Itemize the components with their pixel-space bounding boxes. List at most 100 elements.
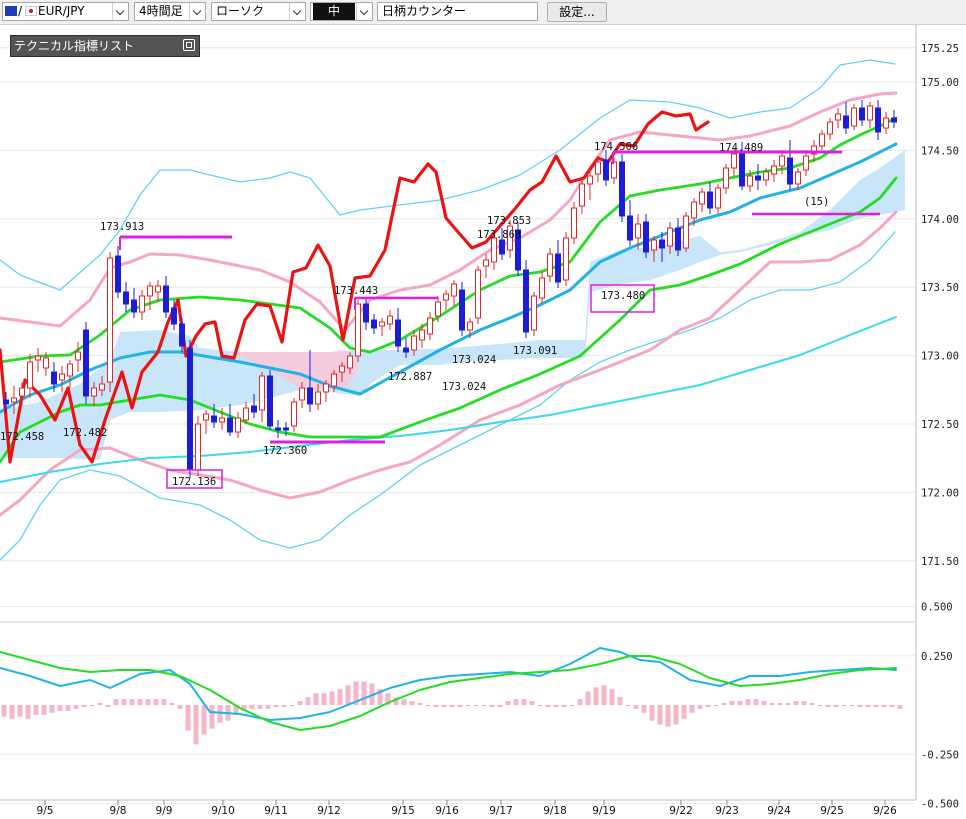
macd-histogram-bar [769, 703, 775, 705]
candle-body [699, 191, 705, 205]
macd-signal-line [0, 651, 897, 731]
macd-histogram-bar [1, 705, 7, 717]
candle-body [475, 269, 481, 319]
chevron-down-icon[interactable] [189, 3, 205, 20]
price-annotation: 173.853 [487, 215, 531, 227]
price-annotation: 173.443 [334, 285, 378, 297]
candle-body [187, 347, 193, 471]
price-annotation: 174.489 [719, 142, 763, 154]
macd-histogram-bar [97, 703, 103, 705]
symbol-separator: / [18, 4, 23, 18]
candle-body [587, 175, 593, 185]
candle-body [427, 317, 433, 335]
chart-toolbar: / EUR/JPY 4時間足 ローソク 中 日柄カウンター 設定... [0, 0, 966, 25]
candle-body [667, 227, 673, 247]
candle-body [819, 133, 825, 147]
candle-body [771, 165, 777, 175]
long-term-ma [0, 316, 897, 483]
timeframe-select[interactable]: 4時間足 [134, 2, 206, 21]
candle-body [203, 413, 209, 421]
date-tick-label: 9/26 [873, 805, 897, 817]
panel-title: テクニカル指標リスト [14, 39, 135, 53]
candle-body [811, 145, 817, 155]
line-width-label: 中 [313, 3, 355, 20]
candle-body [459, 289, 465, 331]
macd-histogram-bar [609, 689, 615, 705]
macd-histogram-bar [841, 705, 847, 706]
price-annotation: 173.024 [452, 354, 496, 366]
macd-histogram-bar [129, 699, 135, 705]
macd-histogram-bar [185, 705, 191, 731]
candle-body [251, 405, 257, 413]
macd-histogram-bar [273, 705, 279, 707]
candle-body [779, 155, 785, 167]
price-annotation: 172.458 [0, 431, 44, 443]
macd-tick-label: -0.250 [921, 749, 959, 761]
candle-body [555, 253, 561, 283]
candle-body [747, 175, 753, 187]
macd-histogram-bar [201, 705, 207, 735]
candle-body [75, 351, 81, 361]
macd-histogram-bar [313, 693, 319, 705]
candle-body [227, 417, 233, 433]
restore-icon[interactable] [183, 39, 195, 51]
counter-select[interactable]: 日柄カウンター [377, 2, 538, 21]
candle-body [331, 373, 337, 387]
bollinger-upper-1 [0, 91, 898, 332]
macd-histogram-bar [897, 705, 903, 709]
candle-body [611, 161, 617, 179]
macd-histogram-bar [33, 705, 39, 715]
candle-body [19, 387, 25, 397]
bollinger-lower-2 [0, 231, 896, 561]
macd-histogram-bar [857, 705, 863, 707]
macd-histogram-bar [889, 705, 895, 707]
chevron-down-icon[interactable] [356, 3, 372, 20]
date-tick-label: 9/18 [543, 805, 567, 817]
macd-histogram-bar [217, 705, 223, 723]
candle-body [347, 355, 353, 369]
macd-histogram-bar [601, 685, 607, 705]
macd-histogram-bar [137, 699, 143, 705]
macd-histogram-bar [649, 705, 655, 721]
candle-body [707, 191, 713, 209]
candle-body [115, 255, 121, 293]
macd-histogram-bar [25, 705, 31, 719]
candle-body [147, 285, 153, 297]
settings-button[interactable]: 設定... [547, 2, 607, 22]
candle-body [643, 221, 649, 253]
chevron-down-icon[interactable] [289, 3, 305, 20]
macd-histogram-bar [289, 705, 295, 706]
candle-body [403, 347, 409, 353]
candle-body [259, 375, 265, 411]
counter-annotation: (15) [804, 196, 829, 208]
macd-histogram-bar [881, 705, 887, 707]
macd-histogram-bar [81, 705, 87, 707]
date-tick-label: 9/5 [37, 805, 54, 817]
line-width-select[interactable]: 中 [310, 2, 373, 21]
chart-type-select[interactable]: ローソク [211, 2, 306, 21]
candle-body [355, 303, 361, 357]
price-tick-label: 175.25 [921, 43, 959, 55]
date-tick-label: 9/25 [820, 805, 844, 817]
candle-body [675, 227, 681, 251]
candle-body [171, 307, 177, 325]
macd-histogram-bar [697, 705, 703, 709]
candle-body [507, 225, 513, 251]
indicator-list-panel[interactable]: テクニカル指標リスト [10, 35, 200, 57]
macd-histogram-bar [545, 705, 551, 707]
macd-histogram-bar [761, 701, 767, 705]
symbol-select[interactable]: / EUR/JPY [2, 2, 129, 21]
chevron-down-icon[interactable] [112, 3, 128, 20]
candle-body [387, 315, 393, 325]
candle-body [483, 259, 489, 267]
candle-body [299, 387, 305, 401]
price-annotation: 173.913 [100, 221, 144, 233]
candle-body [523, 269, 529, 333]
candle-body [235, 417, 241, 433]
macd-histogram-bar [489, 705, 495, 707]
candle-body [27, 361, 33, 389]
candle-body [67, 363, 73, 377]
candle-body [571, 207, 577, 239]
candle-body [323, 383, 329, 393]
